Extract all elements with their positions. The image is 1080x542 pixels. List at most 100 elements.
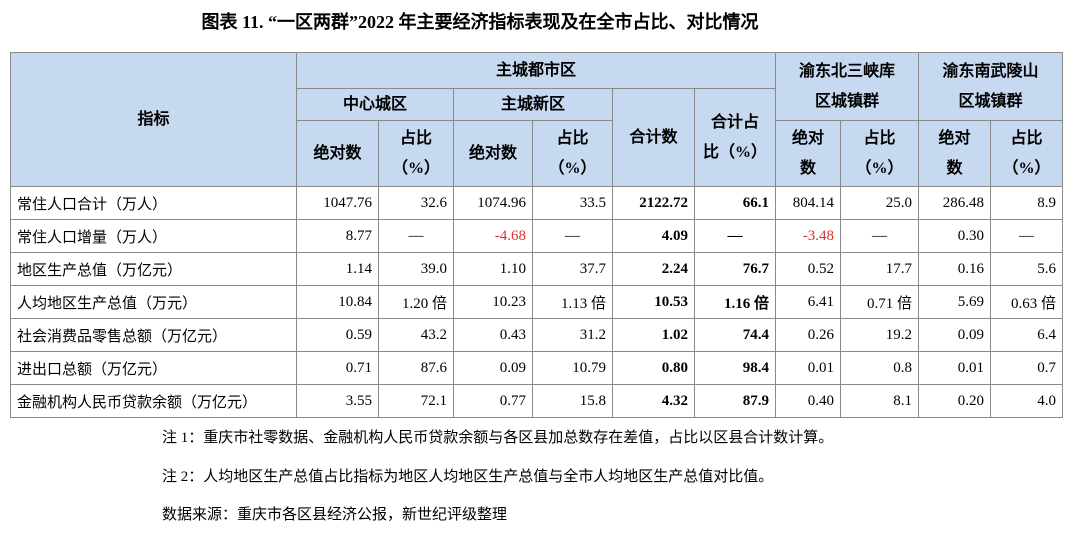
table-cell: 66.1 (693, 186, 777, 220)
table-body: 常住人口合计（万人） 1047.76 32.6 1074.96 33.5 2122.72 6… (10, 186, 1064, 418)
table-cell: 1.14 (296, 252, 379, 286)
table-cell: 1.16 倍 (693, 285, 777, 319)
header-line: 渝东南武陵山 (942, 62, 1039, 80)
table-cell: — (840, 219, 920, 253)
table-cell: 74.4 (693, 318, 777, 352)
table-cell: -3.48 (775, 219, 842, 253)
table-cell: 0.77 (453, 384, 533, 418)
table-cell: 0.01 (918, 351, 992, 385)
header-line: 绝对数 (313, 144, 362, 162)
table-cell: 19.2 (840, 318, 920, 352)
table-header: 指标 主城都市区 渝东北三峡库 区城镇群 渝东南武陵山 区城镇群 中心城区 主城新区… (10, 52, 1064, 187)
header-cell: 合计数 (612, 88, 695, 187)
row-label: 社会消费品零售总额（万亿元） (10, 318, 297, 352)
header-line: 数 (946, 159, 963, 177)
row-label: 人均地区生产总值（万元） (10, 285, 297, 319)
header-cell: 中心城区 (296, 88, 454, 121)
table-row: 常住人口合计（万人） 1047.76 32.6 1074.96 33.5 2122.72 6… (10, 186, 1064, 220)
table-cell: 87.6 (378, 351, 454, 385)
note: 注 1：重庆市社零数据、金融机构人民币贷款余额与各区县加总数存在差值，占比以区县… (162, 430, 834, 446)
table-cell: 804.14 (775, 186, 842, 220)
table-cell: 0.80 (612, 351, 695, 385)
table-cell: 8.9 (990, 186, 1064, 220)
header-cell: 渝东南武陵山 区城镇群 (918, 52, 1064, 121)
header-line: （%） (548, 159, 597, 177)
table-cell: 6.41 (775, 285, 842, 319)
row-label: 金融机构人民币贷款余额（万亿元） (10, 384, 297, 418)
header-cell: 占比 （%） (990, 120, 1064, 187)
table-cell: 17.7 (840, 252, 920, 286)
table-cell: 72.1 (378, 384, 454, 418)
table-cell: 10.53 (612, 285, 695, 319)
table-cell: 0.30 (918, 219, 992, 253)
table-cell: 33.5 (532, 186, 613, 220)
header-line: 数 (800, 159, 817, 177)
header-cell: 占比 （%） (840, 120, 920, 187)
table-row: 人均地区生产总值（万元） 10.84 1.20 倍 10.23 1.13 倍 10.53 1… (10, 285, 1064, 319)
data-table: 指标 主城都市区 渝东北三峡库 区城镇群 渝东南武陵山 区城镇群 中心城区 主城新区… (10, 52, 1064, 418)
header-cell: 占比 （%） (532, 120, 613, 187)
table-cell: 31.2 (532, 318, 613, 352)
table-cell: — (532, 219, 613, 253)
table-cell: 4.09 (612, 219, 695, 253)
table-cell: 286.48 (918, 186, 992, 220)
header-line: （%） (1002, 159, 1051, 177)
table-cell: 76.7 (693, 252, 777, 286)
table-cell: 2.24 (612, 252, 695, 286)
table-cell: 0.40 (775, 384, 842, 418)
table-cell: 1074.96 (453, 186, 533, 220)
table-cell: 0.01 (775, 351, 842, 385)
header-line: 占比 (863, 129, 896, 147)
header-cell: 指标 (10, 52, 297, 187)
row-label: 地区生产总值（万亿元） (10, 252, 297, 286)
table-cell: 0.59 (296, 318, 379, 352)
header-row: 绝对数 占比 （%） 绝对数 占比 （%） 绝对数占比 （%） 绝对数占比 （%） (11, 120, 1064, 187)
table-cell: 39.0 (378, 252, 454, 286)
header-cell: 绝对数 (453, 120, 533, 187)
table-cell: 10.23 (453, 285, 533, 319)
row-label: 常住人口增量（万人） (10, 219, 297, 253)
table-row: 进出口总额（万亿元） 0.71 87.6 0.09 10.79 0.80 98.4 0.01 0… (10, 351, 1064, 385)
header-line: 合计占 (711, 113, 760, 131)
table-cell: 0.63 倍 (990, 285, 1064, 319)
table-cell: 0.09 (453, 351, 533, 385)
header-cell: 主城新区 (453, 88, 613, 121)
table-cell: 43.2 (378, 318, 454, 352)
table-cell: 3.55 (296, 384, 379, 418)
table-cell: 5.6 (990, 252, 1064, 286)
table-cell: 0.20 (918, 384, 992, 418)
table-cell: 0.26 (775, 318, 842, 352)
table-cell: 2122.72 (612, 186, 695, 220)
table-cell: 32.6 (378, 186, 454, 220)
header-line: 占比 (1010, 129, 1043, 147)
table-cell: 5.69 (918, 285, 992, 319)
header-line: （%） (855, 159, 904, 177)
table-cell: 4.32 (612, 384, 695, 418)
table-cell: 15.8 (532, 384, 613, 418)
table-row: 常住人口增量（万人） 8.77— -4.68—4.09— -3.48—0.30— (10, 219, 1064, 253)
header-line: 绝对 (792, 129, 825, 147)
header-line: 占比 (399, 129, 432, 147)
header-cell: 绝对数 (775, 120, 842, 187)
header-line: 占比 (556, 129, 589, 147)
table-cell: 1047.76 (296, 186, 379, 220)
notes: 注 1：重庆市社零数据、金融机构人民币贷款余额与各区县加总数存在差值，占比以区县… (162, 426, 833, 542)
header-cell: 绝对数 (918, 120, 992, 187)
header-line: 渝东北三峡库 (799, 62, 896, 80)
table-cell: 0.09 (918, 318, 992, 352)
table-cell: — (990, 219, 1064, 253)
header-line: 绝对数 (468, 144, 517, 162)
table-cell: 8.77 (296, 219, 379, 253)
table-cell: 10.84 (296, 285, 379, 319)
header-cell: 合计占比（%） (693, 88, 777, 187)
table-cell: 1.20 倍 (378, 285, 454, 319)
table-cell: 25.0 (840, 186, 920, 220)
row-label: 常住人口合计（万人） (10, 186, 297, 220)
table-cell: 0.8 (840, 351, 920, 385)
table-cell: 0.71 倍 (840, 285, 920, 319)
header-line: 比（%） (703, 143, 768, 161)
table-cell: 1.13 倍 (532, 285, 613, 319)
table-row: 金融机构人民币贷款余额（万亿元） 3.55 72.1 0.77 15.8 4.32 87.9… (10, 384, 1064, 418)
table-cell: 8.1 (840, 384, 920, 418)
